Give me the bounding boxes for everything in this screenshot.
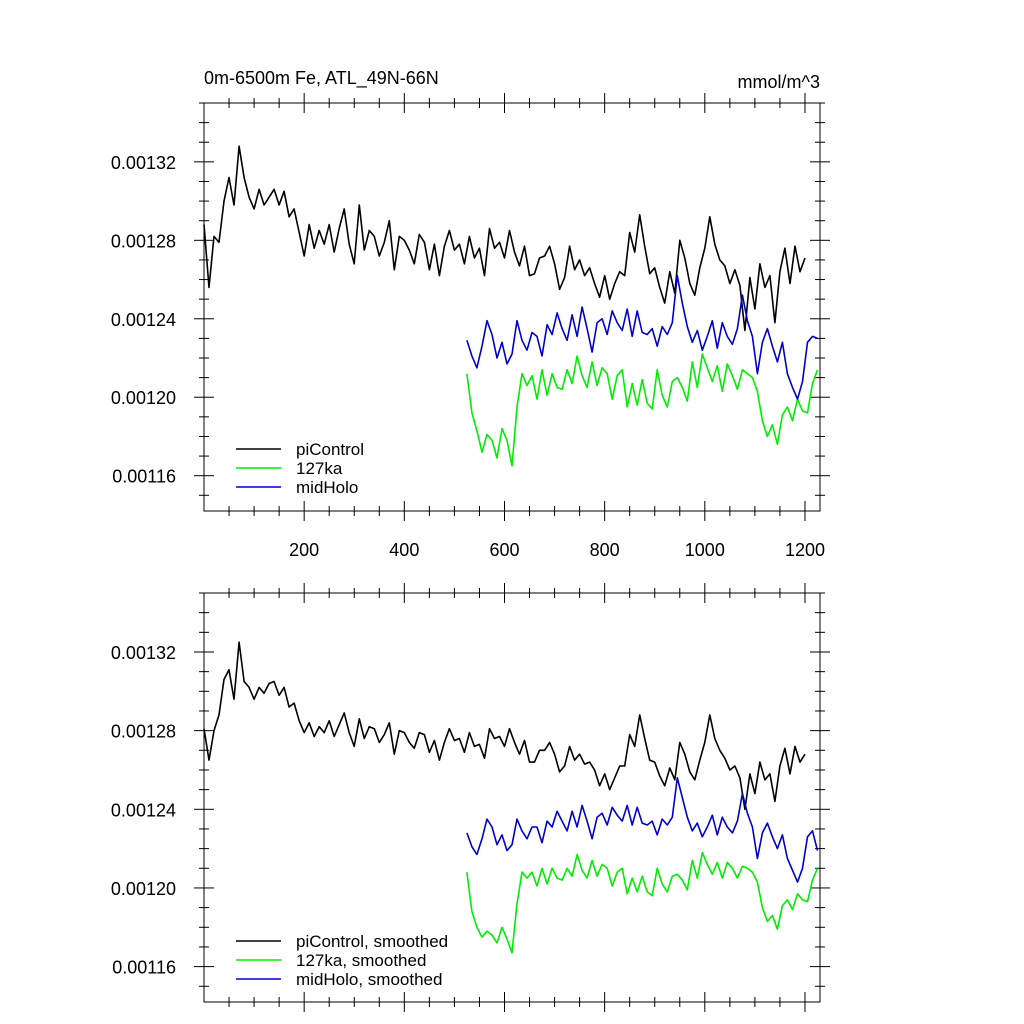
units-label: mmol/m^3 — [738, 72, 820, 92]
y-tick-label: 0.00124 — [111, 310, 176, 330]
y-tick-label: 0.00124 — [111, 800, 176, 820]
legend-label: piControl — [296, 440, 364, 459]
legend-label: piControl, smoothed — [296, 932, 448, 951]
x-tick-label: 600 — [489, 540, 519, 560]
top-panel: 0.00116 0.00120 0.00124 0.00128 0.00132 200 40… — [111, 93, 830, 560]
bottom-panel: 0.00116 0.00120 0.00124 0.00128 0.00132 piCon… — [111, 583, 830, 1012]
series-line-midholo — [466, 274, 818, 401]
plot-frame — [203, 102, 821, 512]
y-tick-label: 0.00128 — [111, 722, 176, 742]
y-tick-label: 0.00132 — [111, 643, 176, 663]
y-tick-label: 0.00116 — [112, 467, 176, 487]
x-tick-label: 1200 — [785, 540, 825, 560]
y-tick-label: 0.00120 — [111, 879, 176, 899]
x-tick-label: 400 — [389, 540, 419, 560]
x-tick-label: 800 — [590, 540, 620, 560]
legend-label: midHolo — [296, 478, 358, 497]
y-tick-label: 0.00116 — [112, 958, 176, 978]
y-tick-label: 0.00132 — [111, 153, 176, 173]
series-line-picontrol-smoothed — [203, 641, 806, 811]
legend-label: 127ka — [296, 459, 343, 478]
legend-label: midHolo, smoothed — [296, 970, 442, 989]
x-tick-label: 200 — [289, 540, 319, 560]
plot-frame — [203, 592, 821, 1003]
series-line-127ka-smoothed — [466, 851, 819, 954]
y-tick-label: 0.00128 — [111, 231, 176, 251]
legend-label: 127ka, smoothed — [296, 951, 426, 970]
x-tick-label: 1000 — [685, 540, 725, 560]
chart-title: 0m-6500m Fe, ATL_49N-66N — [204, 68, 439, 89]
y-tick-label: 0.00120 — [111, 388, 176, 408]
series-line-picontrol — [203, 145, 806, 332]
series-line-midholo-smoothed — [466, 776, 819, 883]
series-line-127ka — [466, 353, 819, 467]
